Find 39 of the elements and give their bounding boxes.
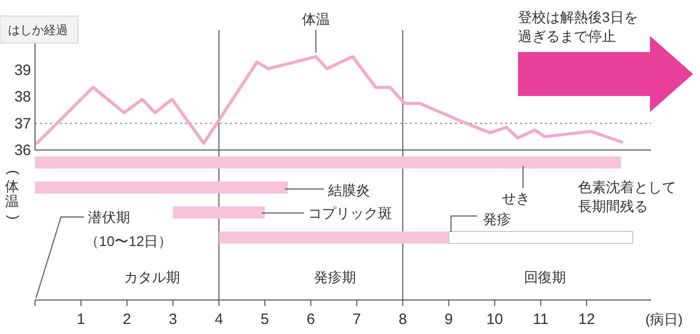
bar xyxy=(35,182,288,194)
y-tick-label: 39 xyxy=(14,62,31,79)
bar xyxy=(172,206,265,218)
y-tick-label: 38 xyxy=(14,88,31,106)
bar xyxy=(35,156,622,168)
y-tick-label: 36 xyxy=(14,142,31,159)
text: 登校は解熱後3日を xyxy=(518,9,638,25)
annotation: 回復期 xyxy=(524,269,566,285)
x-tick-label: 8 xyxy=(398,311,407,328)
x-tick-label: 9 xyxy=(444,311,453,328)
bar xyxy=(218,232,449,244)
annotation: 長期間残る xyxy=(578,198,648,214)
line-series xyxy=(35,55,624,145)
annotation: 潜伏期 xyxy=(88,209,130,225)
x-tick-label: 6 xyxy=(306,311,315,328)
annotation: 色素沈着として xyxy=(578,179,676,195)
annotation: 結膜炎 xyxy=(327,182,370,198)
x-tick-label: 1 xyxy=(76,311,86,328)
x-tick-label: 7 xyxy=(352,311,361,328)
x-tick-label: 2 xyxy=(122,311,132,328)
x-axis-title: (病日) xyxy=(645,311,683,327)
annotation: コプリック斑 xyxy=(308,205,392,221)
annotation: 体温 xyxy=(302,11,330,27)
annotation: 発疹期 xyxy=(314,269,356,285)
x-tick-label: 3 xyxy=(168,311,178,328)
annotation: 発疹 xyxy=(483,211,511,227)
annotation: 過ぎるまで停止 xyxy=(518,28,616,44)
annotation: （10〜12日） xyxy=(85,233,172,249)
x-tick-label: 4 xyxy=(214,311,224,328)
x-tick-label: 10 xyxy=(486,311,504,328)
y-tick-label: 37 xyxy=(14,115,31,132)
x-tick-label: 5 xyxy=(260,311,270,328)
bar xyxy=(448,231,634,244)
x-tick-label: 12 xyxy=(578,311,595,328)
x-tick-label: 11 xyxy=(532,311,548,328)
annotation: せき xyxy=(502,190,530,206)
chart-title: はしか経過 xyxy=(8,23,68,37)
annotation: カタル期 xyxy=(124,269,180,285)
y-axis-title: (体温) xyxy=(5,170,22,220)
